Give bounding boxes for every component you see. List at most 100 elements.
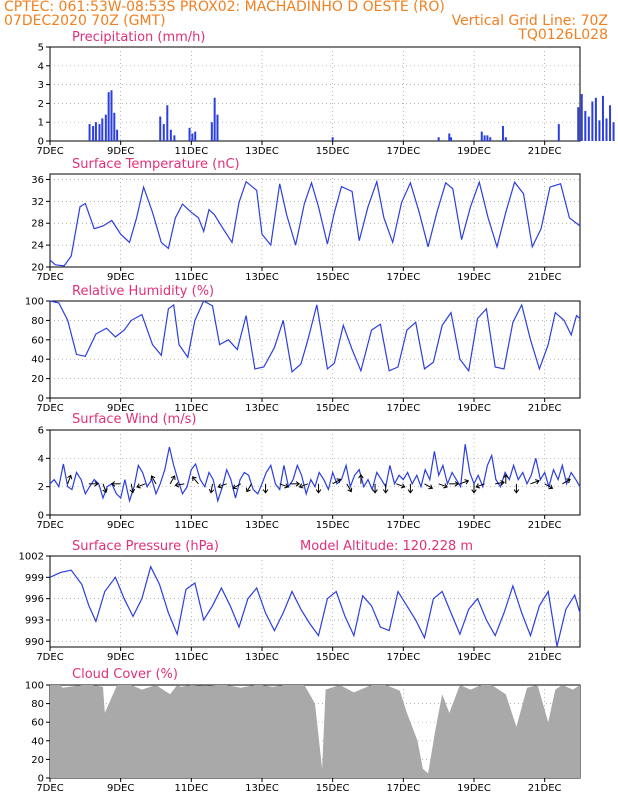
y-tick-label: 2: [38, 482, 44, 493]
y-tick-label: 28: [31, 219, 44, 230]
panel-title: Surface Wind (m/s): [72, 412, 196, 427]
panel-1: 0 1 2 3 4 5 7DEC 9DEC 11DEC 13DEC 15DEC 17DEC 19DEC 2…: [36, 30, 615, 157]
wind-arrow: [562, 478, 571, 485]
precip-bar: [609, 105, 612, 141]
wind-arrow-shaft: [279, 483, 289, 488]
x-tick-label: 15DEC: [316, 652, 350, 663]
panel-frame: [49, 173, 581, 268]
precip-bar: [580, 94, 583, 141]
wind-arrow: [174, 482, 185, 488]
panel-frame: [49, 300, 581, 399]
wind-arrow: [298, 483, 309, 489]
precip-bar: [92, 125, 95, 141]
wind-arrow: [290, 481, 301, 487]
y-tick-label: 36: [31, 175, 44, 186]
y-tick-label: 60: [31, 718, 44, 729]
wind-arrow-head: [245, 487, 251, 493]
header-line2-right: Vertical Grid Line: 70Z: [451, 13, 608, 29]
x-tick-label: 15DEC: [316, 520, 350, 531]
wind-arrow-shaft: [396, 483, 405, 488]
x-tick-label: 17DEC: [386, 146, 420, 157]
y-tick-label: 0: [38, 394, 44, 405]
x-tick-label: 15DEC: [316, 783, 350, 794]
wind-arrow: [332, 478, 342, 485]
wind-arrow-head: [208, 488, 215, 494]
wind-arrow-head: [110, 481, 116, 487]
panel-frame: [49, 555, 581, 648]
x-tick-label: 13DEC: [245, 783, 279, 794]
y-tick-label: 999: [25, 573, 44, 584]
x-tick-label: 13DEC: [245, 652, 279, 663]
wind-arrow: [358, 473, 364, 484]
wind-arrow: [208, 483, 215, 494]
x-tick-label: 19DEC: [457, 520, 491, 531]
x-tick-label: 19DEC: [457, 146, 491, 157]
precip-bar: [489, 137, 492, 141]
y-tick-label: 0: [38, 511, 44, 522]
x-tick-label: 11DEC: [174, 520, 208, 531]
x-tick-label: 13DEC: [245, 520, 279, 531]
precip-bar: [101, 118, 104, 141]
x-tick-label: 11DEC: [174, 403, 208, 414]
wind-arrow-shaft: [218, 483, 227, 488]
y-tick-label: 20: [31, 374, 44, 385]
precip-bar: [169, 129, 172, 141]
precip-bar: [584, 110, 587, 141]
wind-arrow-head: [217, 483, 223, 489]
x-tick-label: 11DEC: [174, 783, 208, 794]
precip-bar: [116, 129, 119, 141]
panel-title: Cloud Cover (%): [72, 667, 178, 682]
wind-arrow-head: [548, 484, 554, 490]
wind-arrow-shaft: [544, 483, 553, 489]
y-tick-label: 4: [38, 454, 44, 465]
x-tick-label: 17DEC: [386, 403, 420, 414]
y-tick-label: 0: [38, 137, 44, 148]
precip-bar: [437, 137, 440, 141]
wind-arrow-shaft: [299, 483, 309, 488]
wind-arrow-head: [428, 484, 434, 490]
x-tick-label: 7DEC: [36, 146, 63, 157]
precip-bar: [98, 124, 101, 141]
precip-bar: [213, 97, 216, 141]
wind-arrow-head: [262, 489, 269, 494]
wind-arrow-head: [358, 473, 364, 479]
wind-arrow-shaft: [438, 483, 448, 488]
y-tick-label: 32: [31, 197, 44, 208]
x-tick-label: 21DEC: [528, 783, 562, 794]
wind-arrow-shaft: [530, 480, 540, 485]
x-tick-label: 19DEC: [457, 783, 491, 794]
y-tick-label: 1002: [19, 552, 44, 563]
panel-6: 0 20 40 60 80 100 7DEC 9DEC 11DEC 13DEC 15DEC 17DEC…: [25, 667, 581, 794]
wind-arrow-shaft: [169, 475, 176, 485]
wind-arrow: [192, 476, 199, 485]
panel-4: 0 2 4 6 7DEC 9DEC 11DEC 13DEC 15DEC 17DEC 19DEC 21D…: [36, 412, 581, 531]
wind-arrow-head: [298, 483, 304, 489]
precip-bar: [601, 95, 604, 141]
wind-arrow-head: [170, 475, 176, 481]
precip-bar: [110, 90, 113, 141]
wind-arrow: [110, 481, 121, 487]
wind-arrow: [150, 475, 157, 485]
wind-arrow: [503, 473, 509, 484]
y-tick-label: 3: [38, 80, 44, 91]
wind-arrow-head: [464, 479, 470, 485]
x-tick-label: 9DEC: [107, 146, 134, 157]
x-tick-label: 9DEC: [107, 520, 134, 531]
y-tick-label: 0: [38, 774, 44, 785]
wind-arrow-head: [129, 488, 136, 494]
x-tick-label: 21DEC: [528, 403, 562, 414]
x-tick-label: 17DEC: [386, 783, 420, 794]
wind-arrow-head: [295, 481, 301, 487]
wind-arrow-head: [535, 479, 540, 485]
header-line2-left: 07DEC2020 70Z (GMT): [4, 13, 166, 29]
wind-arrow-head: [336, 478, 342, 484]
y-tick-label: 80: [31, 316, 44, 327]
precip-bar: [113, 112, 116, 141]
precip-bar: [191, 133, 194, 141]
precip-bar: [448, 133, 451, 141]
wind-arrow-head: [475, 483, 481, 489]
wind-arrow-head: [566, 478, 571, 484]
wind-arrow-shaft: [424, 483, 433, 489]
wind-arrow: [67, 474, 73, 485]
